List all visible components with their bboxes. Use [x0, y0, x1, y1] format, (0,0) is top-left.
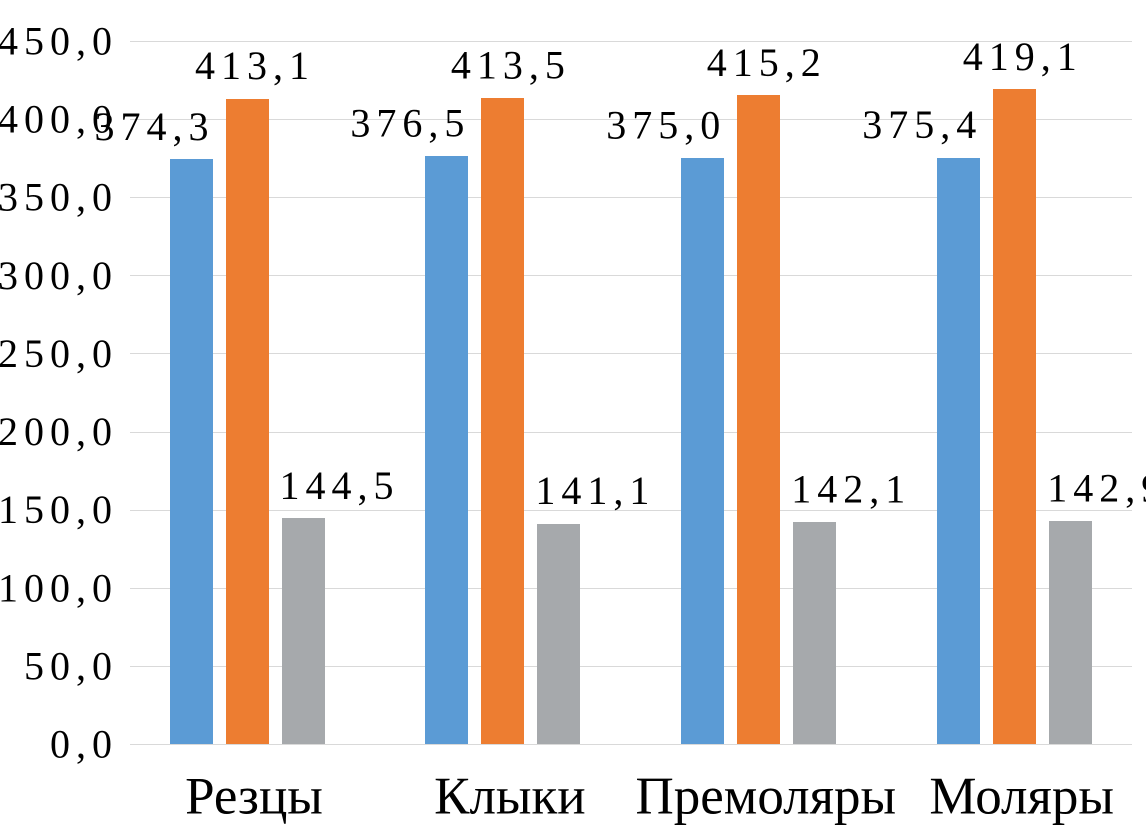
svg-text:144,5: 144,5 [280, 463, 400, 508]
svg-text:413,1: 413,1 [195, 43, 315, 88]
svg-text:50,0: 50,0 [24, 643, 118, 688]
svg-text:150,0: 150,0 [0, 487, 118, 532]
svg-text:400,0: 400,0 [0, 97, 118, 142]
svg-text:Клыки: Клыки [434, 768, 586, 826]
svg-text:374,3: 374,3 [95, 104, 215, 149]
svg-text:0,0: 0,0 [50, 722, 118, 767]
svg-text:375,0: 375,0 [606, 103, 726, 148]
svg-text:300,0: 300,0 [0, 253, 118, 298]
svg-text:142,1: 142,1 [791, 467, 911, 512]
svg-text:415,2: 415,2 [707, 40, 827, 85]
svg-text:Резцы: Резцы [185, 768, 323, 826]
svg-text:250,0: 250,0 [0, 331, 118, 376]
svg-text:142,9: 142,9 [1047, 465, 1146, 510]
svg-text:141,1: 141,1 [535, 468, 655, 513]
svg-text:350,0: 350,0 [0, 175, 118, 220]
svg-text:Моляры: Моляры [929, 768, 1114, 826]
svg-text:100,0: 100,0 [0, 565, 118, 610]
svg-text:Премоляры: Премоляры [636, 768, 897, 826]
svg-text:375,4: 375,4 [862, 102, 982, 147]
svg-text:376,5: 376,5 [350, 100, 470, 145]
svg-text:413,5: 413,5 [451, 43, 571, 88]
svg-text:200,0: 200,0 [0, 409, 118, 454]
svg-text:450,0: 450,0 [0, 19, 118, 64]
